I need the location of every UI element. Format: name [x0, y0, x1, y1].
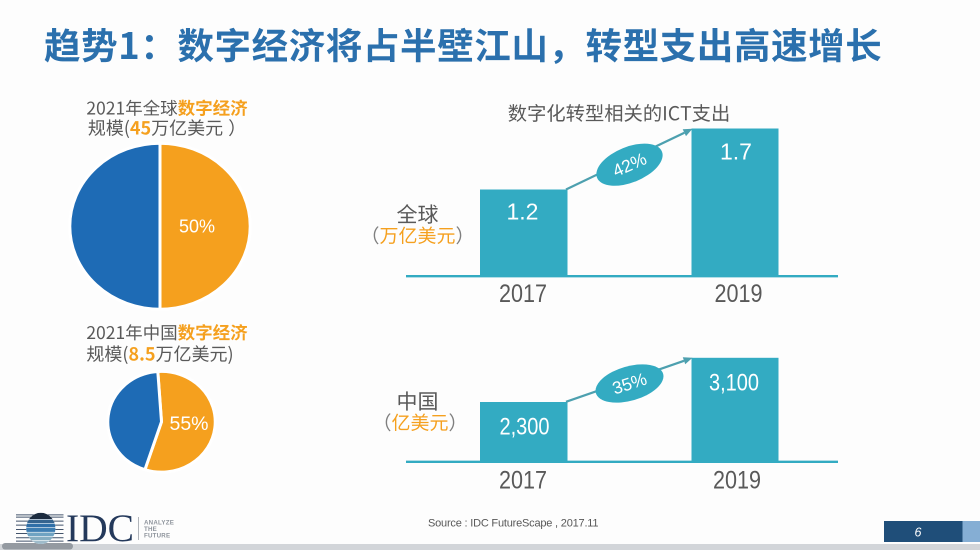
svg-text:6: 6	[915, 526, 922, 540]
svg-text:2019: 2019	[713, 467, 761, 495]
svg-text:2019: 2019	[715, 280, 763, 308]
svg-text:Source : IDC FutureScape , 201: Source : IDC FutureScape , 2017.11	[428, 518, 598, 530]
svg-text:1.7: 1.7	[720, 139, 752, 165]
svg-text:3,100: 3,100	[709, 370, 759, 397]
svg-text:55%: 55%	[169, 413, 208, 435]
svg-text:ANALYZE: ANALYZE	[144, 520, 174, 527]
svg-text:IDC: IDC	[66, 506, 134, 550]
svg-text:FUTURE: FUTURE	[144, 533, 170, 540]
svg-text:2,300: 2,300	[500, 414, 550, 441]
svg-text:2017: 2017	[499, 467, 547, 495]
svg-text:1.2: 1.2	[507, 199, 539, 225]
svg-text:THE: THE	[144, 526, 157, 533]
svg-text:50%: 50%	[179, 217, 215, 237]
svg-text:2017: 2017	[499, 280, 547, 308]
